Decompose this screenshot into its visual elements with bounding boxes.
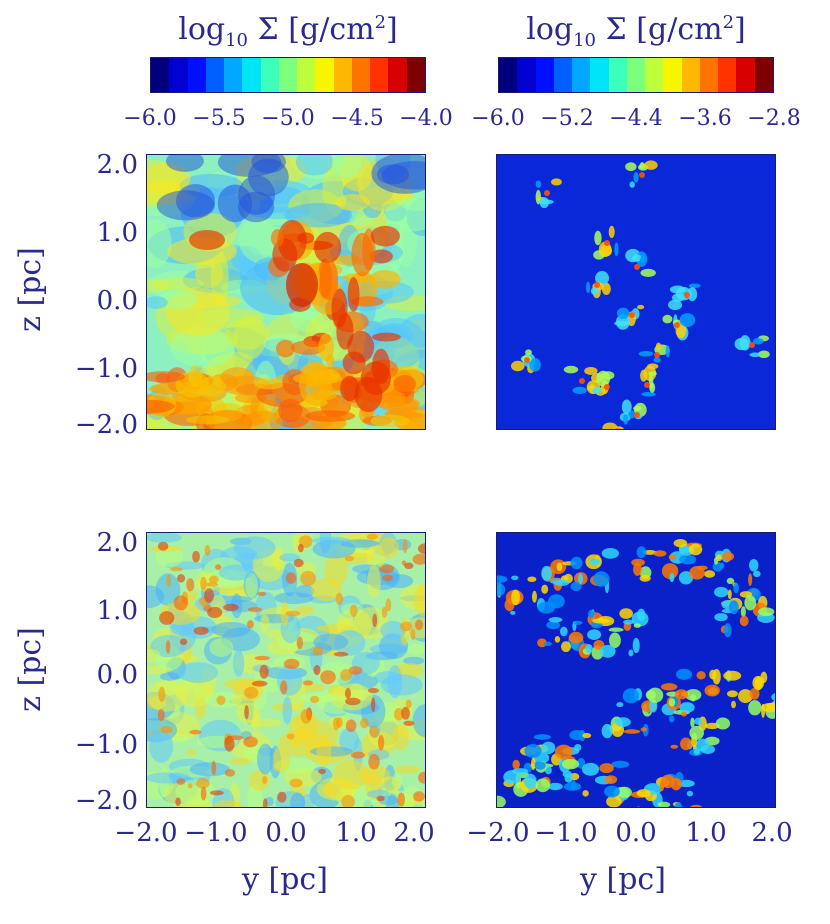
x-axis-title-left: y [pc] bbox=[242, 862, 328, 897]
colorbar-swatch bbox=[608, 58, 627, 92]
x-tick: −2.0 bbox=[114, 818, 178, 848]
x-tick: 2.0 bbox=[751, 818, 793, 848]
y-tick: 1.0 bbox=[96, 596, 138, 626]
cb-right-tick: −2.8 bbox=[747, 106, 801, 131]
y-tick: −2.0 bbox=[74, 410, 138, 440]
colorbar-swatch bbox=[718, 58, 737, 92]
y-tick: −1.0 bbox=[74, 730, 138, 760]
colorbar-swatch bbox=[187, 58, 206, 92]
colorbar-swatch bbox=[333, 58, 352, 92]
cb-left-tick: −4.0 bbox=[399, 106, 453, 131]
colorbar-swatch bbox=[278, 58, 298, 92]
x-tick: −1.0 bbox=[534, 818, 598, 848]
y-tick: 0.0 bbox=[96, 660, 138, 690]
cb-left-tick: −4.5 bbox=[330, 106, 384, 131]
colorbar-swatch bbox=[681, 58, 700, 92]
panel-top-right bbox=[496, 154, 776, 430]
colorbar-swatch bbox=[736, 58, 755, 92]
x-tick: −2.0 bbox=[466, 818, 530, 848]
colorbar-swatch bbox=[169, 58, 188, 92]
colorbar-right-title: log10 Σ [g/cm2] bbox=[526, 12, 746, 51]
x-tick: 2.0 bbox=[393, 818, 435, 848]
x-tick: 0.0 bbox=[265, 818, 307, 848]
x-tick: 0.0 bbox=[615, 818, 657, 848]
colorbar-left-title: log10 Σ [g/cm2] bbox=[178, 12, 398, 51]
y-tick: 2.0 bbox=[96, 150, 138, 180]
colorbar-swatch bbox=[315, 58, 334, 92]
colorbar-swatch bbox=[388, 58, 407, 92]
colorbar-swatch bbox=[205, 58, 225, 92]
colorbar-right bbox=[498, 57, 774, 93]
colorbar-swatch bbox=[626, 58, 646, 92]
colorbar-swatch bbox=[499, 58, 518, 92]
panel-bottom-left bbox=[146, 532, 426, 808]
y-axis-title-bottom: z [pc] bbox=[12, 627, 48, 712]
cb-left-tick: −5.5 bbox=[192, 106, 246, 131]
colorbar-swatch bbox=[553, 58, 573, 92]
colorbar-swatch bbox=[370, 58, 389, 92]
y-tick: 1.0 bbox=[96, 218, 138, 248]
y-axis-title-top: z [pc] bbox=[12, 247, 48, 332]
cb-left-tick: −5.0 bbox=[261, 106, 315, 131]
colorbar-swatch bbox=[151, 58, 170, 92]
colorbar-left bbox=[150, 57, 426, 93]
colorbar-swatch bbox=[260, 58, 279, 92]
colorbar-swatch bbox=[663, 58, 682, 92]
cb-right-tick: −6.0 bbox=[471, 106, 525, 131]
y-tick: 2.0 bbox=[96, 528, 138, 558]
colorbar-swatch bbox=[645, 58, 664, 92]
y-tick: −2.0 bbox=[74, 786, 138, 816]
colorbar-right-ticks: −6.0 −5.2 −4.4 −3.6 −2.8 bbox=[471, 106, 800, 136]
cb-right-tick: −3.6 bbox=[678, 106, 732, 131]
colorbar-swatch bbox=[699, 58, 719, 92]
y-tick: 0.0 bbox=[96, 286, 138, 316]
y-tick: −1.0 bbox=[74, 354, 138, 384]
cb-left-tick: −6.0 bbox=[123, 106, 177, 131]
x-tick: 1.0 bbox=[335, 818, 377, 848]
colorbar-swatch bbox=[406, 58, 425, 92]
colorbar-swatch bbox=[754, 58, 773, 92]
colorbar-swatch bbox=[224, 58, 243, 92]
colorbar-left-ticks: −6.0 −5.5 −5.0 −4.5 −4.0 bbox=[123, 106, 452, 136]
colorbar-swatch bbox=[535, 58, 554, 92]
colorbar-swatch bbox=[242, 58, 261, 92]
x-tick: 1.0 bbox=[685, 818, 727, 848]
colorbar-swatch bbox=[572, 58, 591, 92]
x-tick: −1.0 bbox=[184, 818, 248, 848]
colorbar-swatch bbox=[517, 58, 536, 92]
x-axis-title-right: y [pc] bbox=[580, 862, 666, 897]
colorbar-swatch bbox=[297, 58, 316, 92]
panel-bottom-right bbox=[496, 532, 776, 808]
cb-right-tick: −5.2 bbox=[540, 106, 594, 131]
colorbar-swatch bbox=[351, 58, 371, 92]
colorbar-swatch bbox=[590, 58, 609, 92]
cb-right-tick: −4.4 bbox=[609, 106, 663, 131]
panel-top-left bbox=[146, 154, 426, 430]
